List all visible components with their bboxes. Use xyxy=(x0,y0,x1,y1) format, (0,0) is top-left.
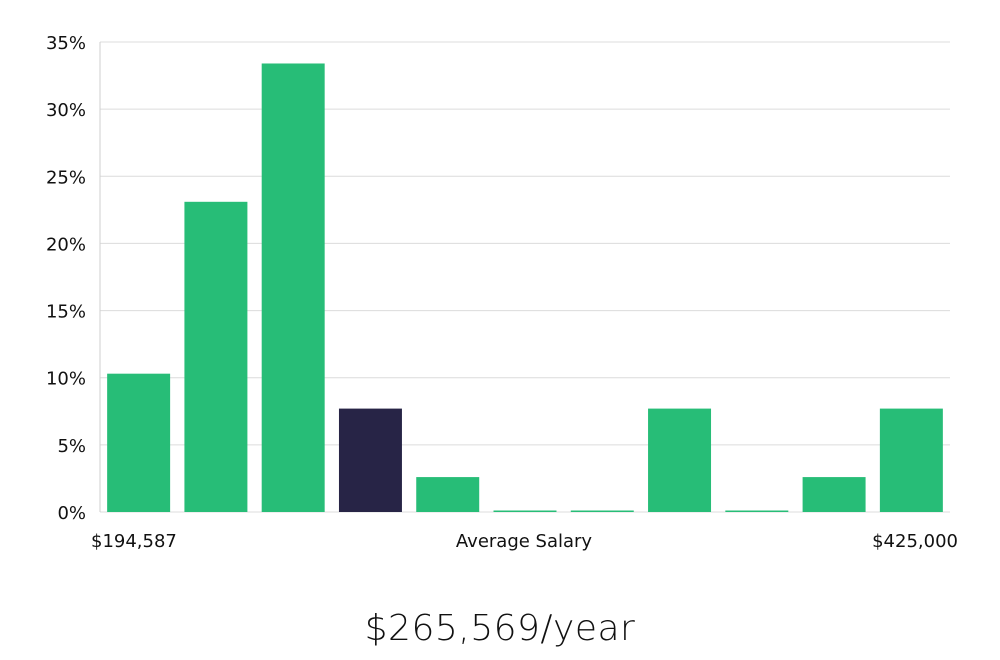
y-tick-label: 20% xyxy=(46,234,86,255)
bar-highlighted xyxy=(338,408,402,512)
y-tick-label: 25% xyxy=(46,167,86,188)
bar xyxy=(416,477,480,512)
y-tick-label: 0% xyxy=(57,503,86,524)
y-tick-label: 15% xyxy=(46,302,86,323)
x-min-label: $194,587 xyxy=(91,531,177,552)
bar xyxy=(570,510,634,512)
bar xyxy=(879,408,943,512)
bar xyxy=(725,510,789,512)
x-axis-label: Average Salary xyxy=(456,531,593,552)
y-tick-label: 10% xyxy=(46,369,86,390)
bar xyxy=(107,373,171,512)
y-tick-label: 30% xyxy=(46,100,86,121)
bar xyxy=(493,510,557,512)
bar xyxy=(184,201,248,513)
bar xyxy=(802,477,866,512)
average-salary-headline: $265,569/year xyxy=(364,608,636,649)
y-tick-labels: 0% 5% 10% 15% 20% 25% 30% 35% xyxy=(46,33,86,524)
y-tick-label: 35% xyxy=(46,33,86,54)
bars xyxy=(107,63,943,513)
x-max-label: $425,000 xyxy=(872,531,958,552)
salary-histogram: 0% 5% 10% 15% 20% 25% 30% 35% $194,587 Average … xyxy=(46,33,958,552)
bar xyxy=(261,63,325,512)
bar xyxy=(648,408,712,512)
y-tick-label: 5% xyxy=(57,436,86,457)
